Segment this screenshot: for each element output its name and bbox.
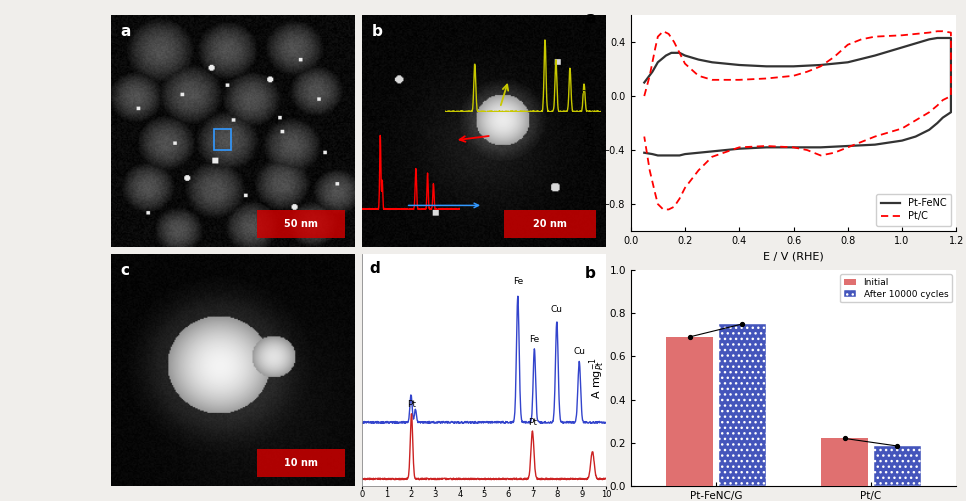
Text: 20 nm: 20 nm (533, 219, 567, 229)
Text: Cu: Cu (551, 306, 563, 315)
Text: Cu: Cu (573, 347, 585, 356)
Text: 50 nm: 50 nm (284, 219, 318, 229)
Bar (821, 438, 867, 486)
X-axis label: E / V (RHE): E / V (RHE) (763, 252, 824, 262)
Y-axis label: $i_n$ / mA cm$^{-2}$: $i_n$ / mA cm$^{-2}$ (582, 88, 600, 158)
Text: Fe: Fe (529, 335, 540, 344)
FancyBboxPatch shape (503, 210, 596, 238)
Text: 10 nm: 10 nm (284, 458, 318, 468)
Bar (667, 337, 713, 486)
Text: Pt: Pt (407, 400, 416, 409)
Text: d: d (370, 261, 381, 276)
FancyBboxPatch shape (257, 449, 345, 476)
Legend: Pt-FeNC, Pt/C: Pt-FeNC, Pt/C (876, 193, 952, 226)
FancyBboxPatch shape (257, 210, 345, 238)
Y-axis label: A $\mathrm{mg}^{-1}_{Pt}$: A $\mathrm{mg}^{-1}_{Pt}$ (587, 357, 607, 399)
Text: Fe: Fe (513, 277, 523, 286)
Text: a: a (585, 11, 595, 26)
Text: a: a (121, 25, 131, 39)
Text: c: c (121, 263, 129, 278)
Legend: Initial, After 10000 cycles: Initial, After 10000 cycles (840, 275, 952, 303)
Bar (719, 324, 766, 486)
Text: b: b (372, 25, 383, 39)
Text: Pt: Pt (528, 418, 537, 427)
Text: b: b (585, 266, 596, 281)
Bar (213, 129, 231, 150)
Bar (874, 446, 921, 486)
